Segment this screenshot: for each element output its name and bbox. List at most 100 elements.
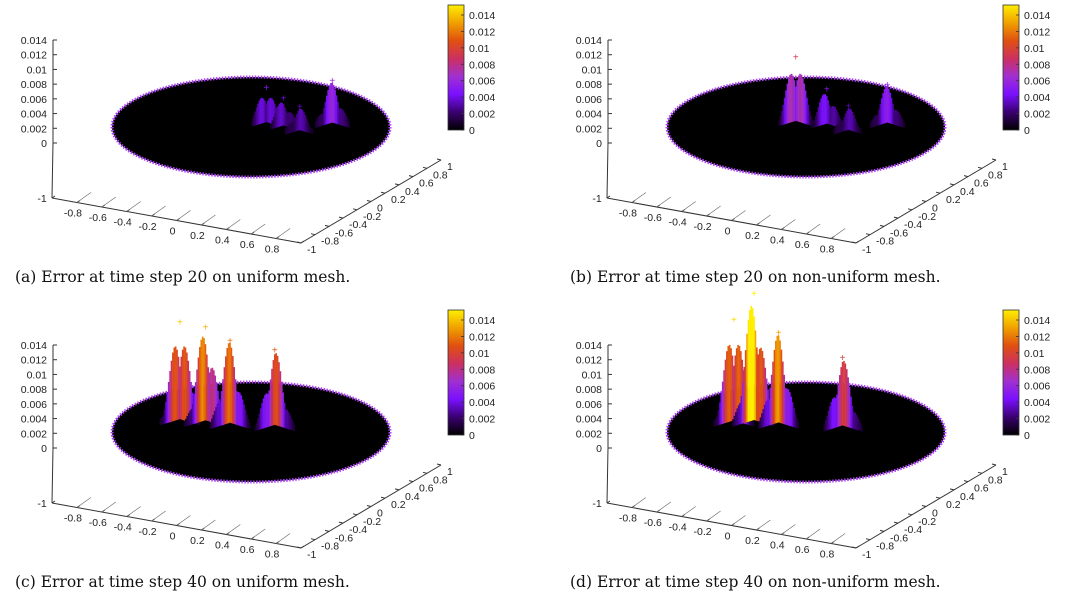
y-axis-tick [893, 521, 899, 524]
floor-grid-mark [226, 524, 241, 535]
colorbar-tick-label: 0.002 [1024, 109, 1050, 121]
z-axis-to-floor [51, 142, 54, 199]
y-axis-tick-label: -0.8 [321, 236, 339, 248]
colorbar-tick-label: 0 [1024, 125, 1030, 137]
z-axis-tick-label: 0.006 [21, 94, 47, 106]
x-axis-tick-label: -0.8 [619, 208, 637, 220]
colorbar-tick-label: 0.01 [1024, 43, 1045, 55]
chart-panel-a: 0.014 0.012 0.01 0.008 0.006 0.004 0.002 0 -1 -0.… [5, 0, 525, 290]
y-axis-tick-label: 0.2 [391, 194, 406, 206]
chart-panel-c: 0.014 0.012 0.01 0.008 0.006 0.004 0.002 0 -1 -0.… [5, 305, 525, 595]
y-axis-tick-label: -1 [862, 244, 871, 256]
y-axis-tick-label: 0 [377, 508, 383, 520]
x-axis-tick-label: 0.8 [265, 244, 280, 256]
y-axis-tick-label: 0.4 [405, 186, 420, 198]
y-axis-tick-label: -0.6 [890, 532, 908, 544]
peak-marker: + [884, 80, 890, 91]
colorbar-tick-label: 0.012 [1024, 26, 1050, 38]
z-axis-tick-label: 0 [596, 443, 602, 455]
colorbar-tick-label: 0.006 [1024, 76, 1050, 88]
x-axis-tick-label: 0.2 [190, 535, 205, 547]
colorbar-tick-label: 0.002 [469, 109, 495, 121]
surface-plot-b: 0.014 0.012 0.01 0.008 0.006 0.004 0.002 0 -1 -0.… [576, 4, 1050, 256]
x-axis-tick-label: 0.6 [240, 544, 255, 556]
z-axis-tick-label: 0 [596, 138, 602, 150]
z-axis-tick-label: 0 [41, 138, 47, 150]
floor-grid-mark [101, 501, 116, 513]
peak-marker: + [272, 345, 278, 356]
x-axis-tick-label: 0.4 [770, 235, 785, 247]
z-axis-tick-label: 0.004 [576, 414, 602, 426]
x-axis-tick-label: -0.4 [669, 217, 687, 229]
y-axis-tick-label: -0.8 [876, 236, 894, 248]
peak-marker: + [731, 315, 737, 326]
floor-grid-mark [830, 533, 846, 544]
y-axis-tick [949, 488, 955, 491]
x-axis-tick-label: 0 [170, 226, 176, 238]
floor-grid-mark [251, 528, 266, 540]
colorbar-tick-label: 0.006 [469, 76, 495, 88]
y-axis-tick [851, 546, 857, 549]
z-axis-tick-label: 0.002 [576, 428, 602, 440]
y-axis-tick-label: -0.8 [876, 541, 894, 553]
y-axis-tick-label: 0 [932, 508, 938, 520]
z-axis-tick-label: 0.01 [582, 369, 603, 381]
x-axis-tick-label: 0.4 [215, 540, 230, 552]
error-spikes: + + + + [713, 289, 863, 432]
y-axis-tick-label: 0.8 [433, 474, 448, 486]
z-axis-tick-label: 0.006 [576, 399, 602, 411]
z-axis-tick-label: 0.004 [576, 109, 602, 121]
colorbar-tick-label: 0.012 [469, 331, 495, 343]
y-axis-tick-label: -1 [307, 244, 316, 256]
y-axis-tick [310, 538, 316, 541]
colorbar-tick-label: 0.008 [1024, 59, 1050, 71]
y-axis-tick [949, 183, 955, 186]
x-axis-tick-label: 0 [725, 531, 731, 543]
z-axis-tick-label: 0.012 [21, 355, 47, 367]
y-axis-tick-label: 1 [1002, 161, 1008, 173]
caption-b: (b) Error at time step 20 on non-uniform… [570, 268, 941, 286]
colorbar-tick-label: 0 [1024, 430, 1030, 442]
colorbar-tick-label: 0.01 [469, 348, 490, 360]
z-axis-tick-label: 0.008 [576, 79, 602, 91]
x-axis-tick-label: 0.6 [795, 239, 810, 251]
y-axis-tick-label: 0.8 [433, 169, 448, 181]
colorbar-tick-label: 0.004 [1024, 92, 1050, 104]
y-axis-tick-label: 0 [932, 203, 938, 215]
floor-grid-mark [706, 510, 721, 522]
peak-marker: + [824, 84, 830, 95]
floor-grid-mark [76, 497, 92, 508]
y-axis-tick [394, 183, 400, 186]
x-axis-tick-label: -0.8 [619, 513, 637, 525]
peak-marker: + [281, 94, 287, 105]
y-axis-tick-label: -0.4 [349, 524, 367, 536]
colorbar-tick-label: 0.014 [1024, 315, 1050, 327]
x-axis-tick-label: -0.2 [139, 221, 157, 233]
floor-grid-mark [830, 228, 846, 239]
colorbar-tick-label: 0.002 [1024, 414, 1050, 426]
y-axis-tick [436, 463, 442, 466]
colorbar-tick-label: 0.006 [469, 381, 495, 393]
x-axis-tick-label: 0 [170, 531, 176, 543]
peak-marker: + [776, 328, 782, 339]
y-axis-tick [422, 166, 428, 169]
x-axis-tick-label: -0.4 [669, 522, 687, 534]
floor-grid-mark [176, 210, 191, 221]
y-axis-tick [921, 200, 927, 202]
colorbar-tick-label: 0.004 [469, 92, 495, 104]
y-axis-tick-label: 1 [447, 466, 453, 478]
colorbar-tick-label: 0.004 [1024, 397, 1050, 409]
colorbar-tick-label: 0.014 [1024, 10, 1050, 22]
x-axis-tick-label: -0.8 [64, 208, 82, 220]
z-axis-tick-label: 0 [41, 443, 47, 455]
surface-plot-a: 0.014 0.012 0.01 0.008 0.006 0.004 0.002 0 -1 -0.… [21, 4, 495, 256]
x-axis-tick-label: -1 [592, 498, 601, 510]
z-axis-tick-label: 0.006 [21, 399, 47, 411]
x-axis-tick-label: 0.2 [190, 230, 205, 242]
floor-grid-mark [781, 219, 796, 230]
floor-grid-mark [631, 192, 647, 203]
peak-marker: + [263, 83, 269, 94]
y-axis-tick-label: -0.8 [321, 541, 339, 553]
y-axis-tick [366, 200, 372, 202]
floor-grid-mark [201, 519, 216, 531]
